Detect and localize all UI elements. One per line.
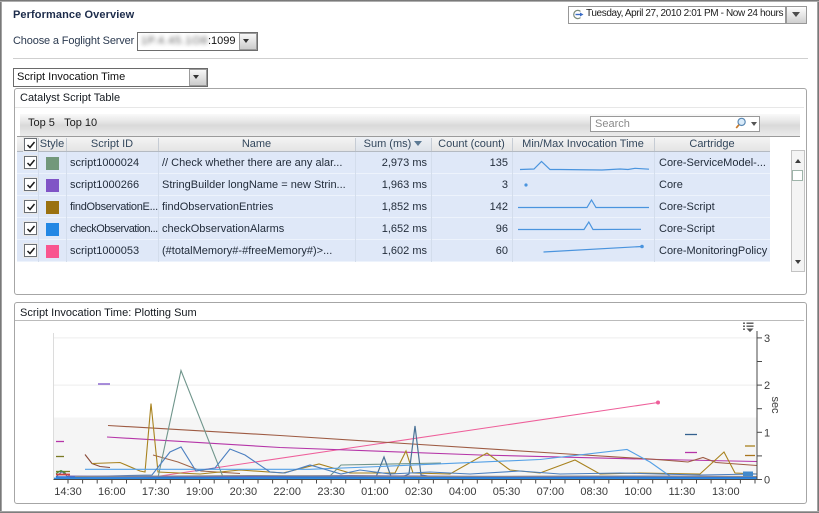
svg-text:23:30: 23:30	[317, 486, 345, 498]
svg-text:02:30: 02:30	[405, 486, 433, 498]
svg-text:08:30: 08:30	[580, 486, 608, 498]
svg-text:1: 1	[764, 427, 770, 439]
svg-text:3: 3	[764, 333, 770, 345]
svg-text:05:30: 05:30	[493, 486, 521, 498]
svg-text:07:00: 07:00	[537, 486, 565, 498]
svg-text:22:00: 22:00	[273, 486, 301, 498]
svg-text:19:00: 19:00	[186, 486, 214, 498]
svg-text:11:30: 11:30	[669, 486, 696, 498]
svg-text:sec: sec	[769, 396, 781, 414]
svg-text:10:00: 10:00	[624, 486, 652, 498]
svg-text:04:00: 04:00	[449, 486, 477, 498]
svg-text:13:00: 13:00	[712, 486, 740, 498]
svg-text:16:00: 16:00	[98, 486, 126, 498]
svg-text:0: 0	[764, 475, 770, 487]
svg-text:01:00: 01:00	[361, 486, 389, 498]
svg-text:17:30: 17:30	[142, 486, 170, 498]
svg-text:14:30: 14:30	[54, 486, 82, 498]
svg-text:20:30: 20:30	[230, 486, 258, 498]
svg-text:2: 2	[764, 380, 770, 392]
